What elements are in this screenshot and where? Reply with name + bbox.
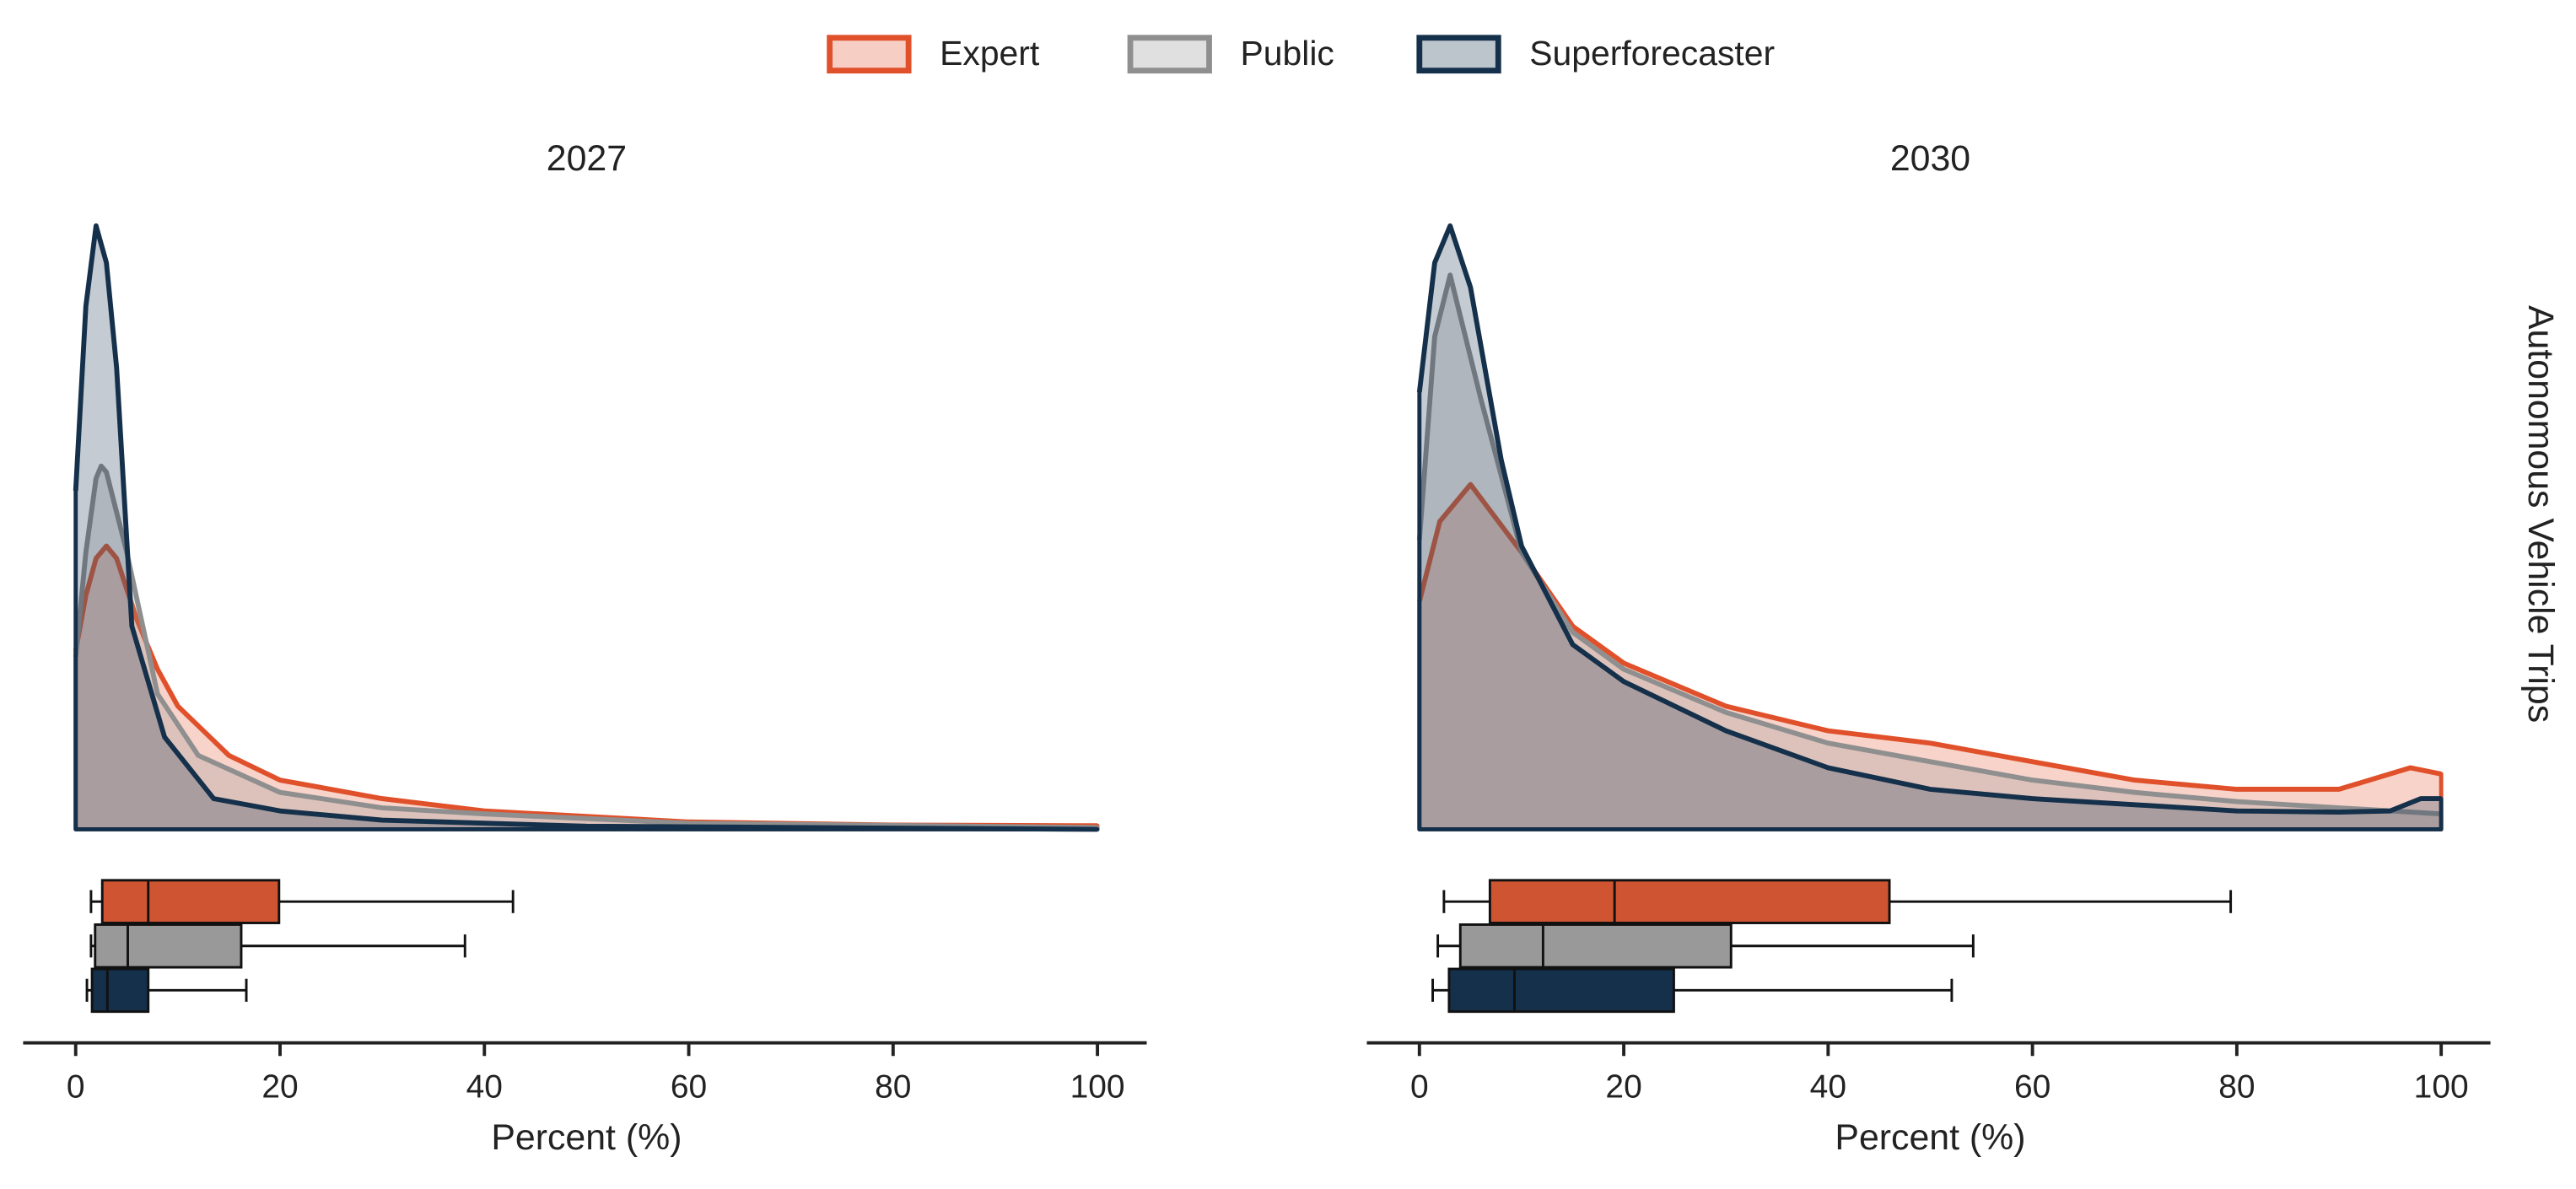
legend-swatch	[827, 35, 912, 74]
legend-swatch	[1416, 35, 1501, 74]
density-line	[1416, 223, 2442, 815]
legend-label: Superforecaster	[1529, 34, 1775, 73]
x-tick-label: 20	[261, 1068, 298, 1105]
box	[1447, 967, 1675, 1014]
x-tick-label: 80	[2218, 1068, 2255, 1105]
panel-title: 2027	[547, 138, 627, 179]
x-tick-label: 60	[671, 1068, 707, 1105]
panel-title: 2030	[1890, 138, 1970, 179]
x-tick-label: 100	[2414, 1068, 2469, 1105]
legend-label: Expert	[940, 34, 1040, 73]
x-tick-label: 40	[1810, 1068, 1846, 1105]
density-line	[1416, 272, 2442, 817]
x-tick-label: 20	[1605, 1068, 1641, 1105]
density-fill	[1417, 223, 2444, 831]
box	[1458, 923, 1733, 969]
x-tick-label: 80	[875, 1068, 911, 1105]
density-fill	[73, 223, 1100, 831]
legend-swatch	[1127, 35, 1212, 74]
density-fill	[73, 464, 1100, 831]
legend-item: Superforecaster	[1416, 34, 1775, 74]
legend-item: Expert	[827, 34, 1040, 74]
density-line	[73, 223, 1098, 832]
box	[94, 923, 243, 969]
row-label: Autonomous Vehicle Trips	[2520, 305, 2561, 723]
x-tick-label: 40	[466, 1068, 503, 1105]
box	[100, 879, 281, 924]
x-tick-label: 0	[67, 1068, 85, 1105]
density-line	[1416, 482, 2442, 792]
legend-label: Public	[1241, 34, 1334, 73]
box	[90, 967, 150, 1014]
density-line	[73, 463, 1098, 831]
legend-item: Public	[1127, 34, 1334, 74]
x-tick-label: 0	[1410, 1068, 1429, 1105]
x-tick-label: 60	[2014, 1068, 2051, 1105]
x-axis-label: Percent (%)	[491, 1117, 682, 1158]
box	[1488, 879, 1891, 924]
x-tick-label: 100	[1070, 1068, 1125, 1105]
x-axis-label: Percent (%)	[1835, 1117, 2025, 1158]
